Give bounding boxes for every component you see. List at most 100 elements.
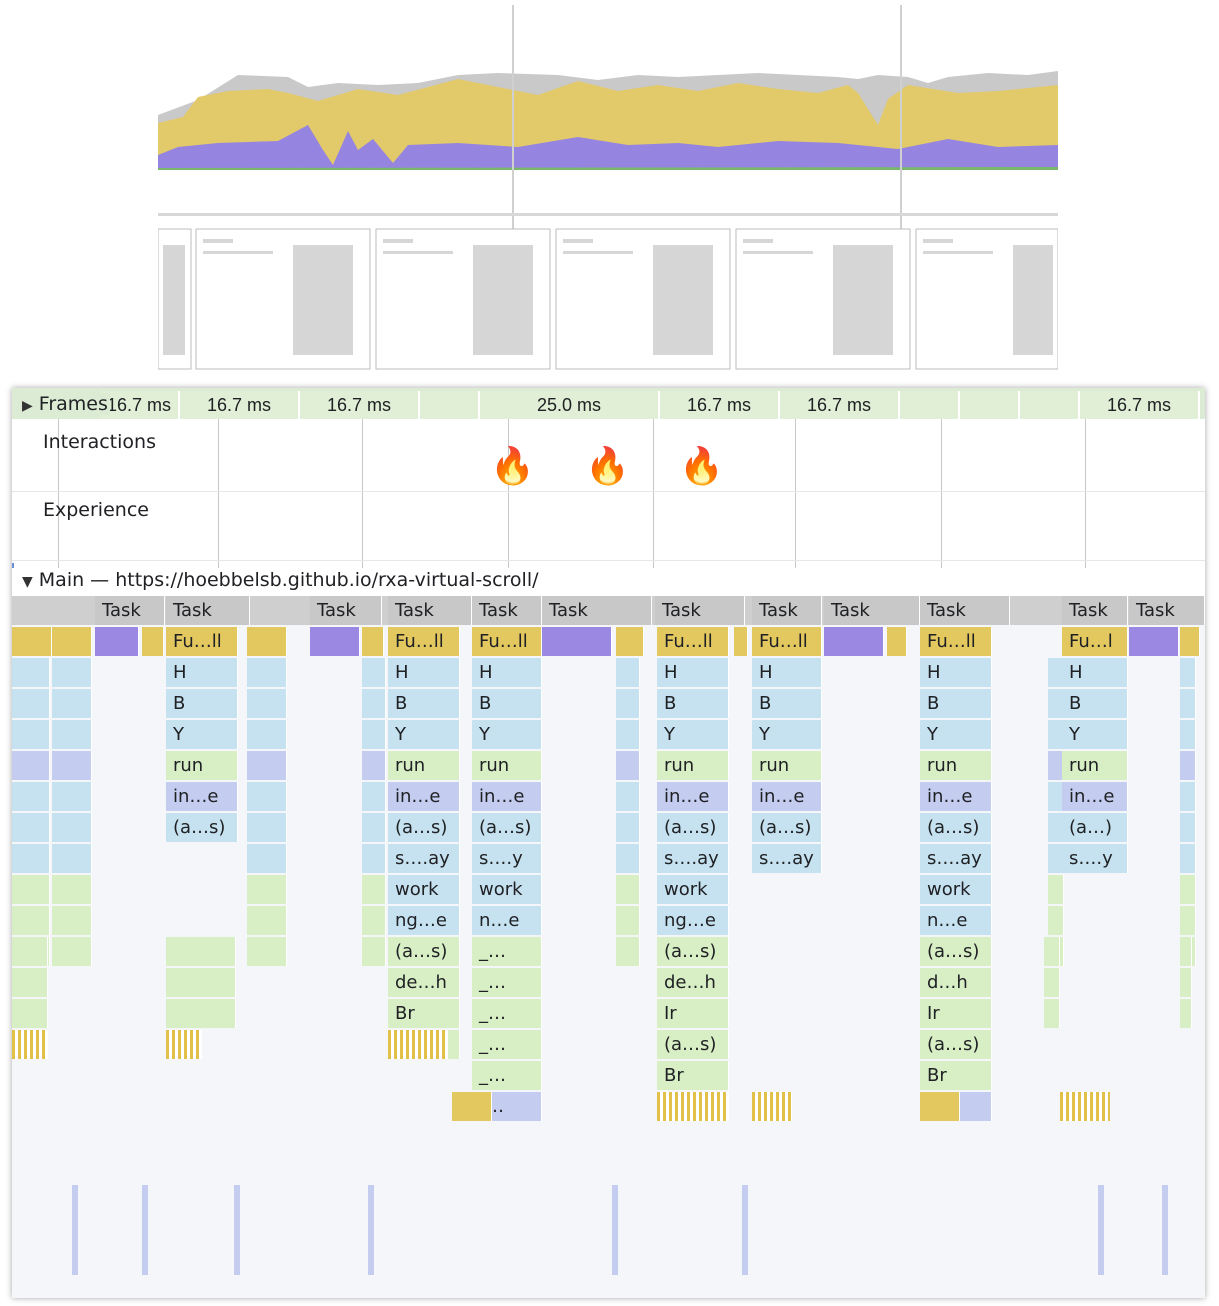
flame-block[interactable] [247,937,287,966]
flame-block[interactable] [887,627,907,656]
flame-block[interactable] [1180,782,1196,811]
flame-block[interactable] [12,937,48,966]
flame-block[interactable] [1180,875,1196,904]
call-frame-block[interactable]: H [1062,658,1128,687]
call-frame-block[interactable]: Fu…ll [472,627,542,656]
flame-block[interactable] [1180,627,1200,656]
flame-block[interactable] [52,658,92,687]
expand-triangle-icon[interactable]: ▶ [22,398,33,414]
timeline-overview[interactable] [158,5,1058,370]
call-frame-block[interactable]: Y [166,720,238,749]
flame-block[interactable] [616,782,640,811]
call-frame-block[interactable]: (a…s) [472,813,542,842]
short-calls-stripe[interactable] [12,1030,48,1059]
flame-block[interactable] [362,689,386,718]
call-frame-block[interactable]: work [657,875,729,904]
flame-block[interactable] [166,937,236,966]
flame-block[interactable] [616,720,640,749]
flame-block[interactable] [362,658,386,687]
task-block[interactable]: Task [655,596,745,625]
call-frame-block[interactable]: ng…e [388,906,460,935]
call-frame-block[interactable]: n…e [472,906,542,935]
flame-block[interactable] [362,906,386,935]
flame-block[interactable] [1180,689,1196,718]
task-block[interactable]: Task [472,596,542,625]
call-frame-block[interactable]: B [752,689,822,718]
call-frame-block[interactable]: Br [388,999,460,1028]
flame-block[interactable] [247,720,287,749]
call-frame-block[interactable]: ng…e [657,906,729,935]
call-frame-block[interactable]: in…e [1062,782,1128,811]
flame-block[interactable] [1180,844,1196,873]
flame-block[interactable] [616,658,640,687]
short-event-marker[interactable] [72,1185,78,1275]
flame-block[interactable] [52,813,92,842]
flame-block[interactable] [52,689,92,718]
flame-block[interactable] [616,937,640,966]
flame-block[interactable] [362,720,386,749]
flame-block[interactable] [247,689,287,718]
flame-block[interactable] [1048,906,1064,935]
flame-block[interactable] [1044,937,1060,966]
task-block[interactable]: Task [920,596,1010,625]
call-frame-block[interactable]: in…e [920,782,992,811]
call-frame-block[interactable]: Y [472,720,542,749]
short-calls-stripe[interactable] [388,1030,448,1059]
call-frame-block[interactable]: B [166,689,238,718]
flame-block[interactable] [247,906,287,935]
call-frame-block[interactable]: run [166,751,238,780]
frame-segment[interactable]: 16.7 ms [780,391,900,419]
frame-segment[interactable]: 16.7 ms [660,391,780,419]
frame-segment[interactable]: 16.7 ms [300,391,420,419]
call-frame-block[interactable]: (a…s) [657,937,729,966]
call-frame-block[interactable]: _… [472,968,542,997]
short-event-marker[interactable] [1098,1185,1104,1275]
flame-block[interactable] [12,999,48,1028]
flame-block[interactable] [247,875,287,904]
flame-block[interactable] [95,627,139,656]
flame-icon[interactable]: 🔥 [585,445,630,486]
call-frame-block[interactable]: in…e [752,782,822,811]
call-frame-block[interactable]: Y [388,720,460,749]
flame-block[interactable] [12,844,50,873]
flame-block[interactable] [1180,937,1192,966]
flame-block[interactable] [1180,813,1196,842]
task-block[interactable]: Task [824,596,920,625]
call-frame-block[interactable]: (a…s) [388,813,460,842]
flame-block[interactable] [616,844,640,873]
flame-block[interactable] [247,813,287,842]
task-block[interactable]: Task [752,596,822,625]
flame-block[interactable] [616,751,640,780]
call-frame-block[interactable]: in…e [388,782,460,811]
flame-icon[interactable]: 🔥 [490,445,535,486]
call-frame-block[interactable]: H [752,658,822,687]
call-frame-block[interactable]: run [1062,751,1128,780]
call-frame-block[interactable]: (a…s) [920,813,992,842]
flame-block[interactable] [12,782,50,811]
flame-block[interactable] [542,627,612,656]
call-frame-block[interactable]: run [752,751,822,780]
flame-block[interactable] [52,627,92,656]
call-frame-block[interactable]: run [920,751,992,780]
call-frame-block[interactable]: H [657,658,729,687]
call-frame-block[interactable]: Y [920,720,992,749]
frames-track-toggle[interactable]: ▶ Frames [22,393,110,415]
flame-block[interactable] [12,906,50,935]
flame-block[interactable] [1048,875,1064,904]
call-frame-block[interactable]: Fu…l [1062,627,1128,656]
short-event-marker[interactable] [142,1185,148,1275]
call-frame-block[interactable]: in…e [166,782,238,811]
flame-block[interactable] [247,751,287,780]
call-frame-block[interactable]: Y [657,720,729,749]
flame-block[interactable] [452,1092,492,1121]
flame-block[interactable] [12,627,52,656]
flame-block[interactable] [247,627,287,656]
flame-block[interactable] [362,937,386,966]
call-frame-block[interactable]: work [920,875,992,904]
collapse-triangle-icon[interactable]: ▼ [22,574,33,590]
flame-block[interactable] [166,968,236,997]
call-frame-block[interactable]: in…e [472,782,542,811]
call-frame-block[interactable]: _… [472,937,542,966]
call-frame-block[interactable]: _… [472,999,542,1028]
call-frame-block[interactable]: run [657,751,729,780]
